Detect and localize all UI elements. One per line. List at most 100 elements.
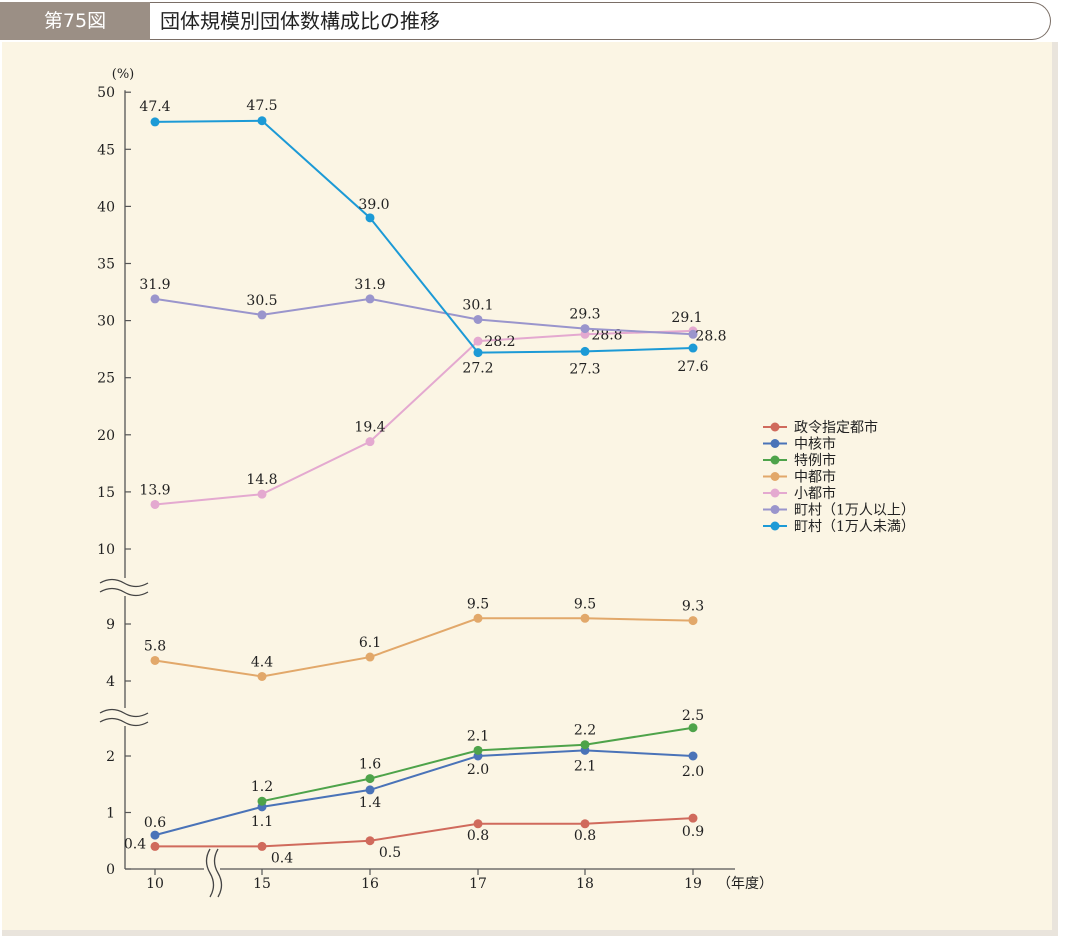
legend-item-label: 町村（1万人未満）	[794, 519, 915, 535]
chart-panel: 0 1 2 4 9 10 15 20 25 30 35 40 45 50 (%) 10 15 16 17 18 19 （年…	[2, 42, 1058, 936]
data-point	[365, 774, 375, 784]
legend-swatch-marker	[770, 439, 780, 448]
legend-swatch-marker	[770, 505, 780, 514]
series-line	[155, 817, 694, 848]
legend-swatch-marker	[770, 521, 780, 531]
figure-header: 第75図 団体規模別団体数構成比の推移	[0, 0, 1071, 42]
data-label: 2.0	[682, 764, 704, 780]
data-label: 9.3	[682, 599, 704, 615]
data-label: 0.9	[682, 824, 704, 840]
data-point	[688, 343, 698, 353]
data-point	[365, 652, 375, 662]
data-point	[580, 819, 590, 829]
data-label: 27.6	[677, 359, 708, 375]
axis-break-upper-gap	[100, 578, 150, 596]
data-point	[365, 785, 375, 795]
data-label: 31.9	[354, 277, 385, 293]
axis-break-upper-wave	[99, 578, 149, 588]
y-tick-label: 25	[97, 371, 115, 387]
data-point	[150, 117, 160, 127]
y-tick-label: 15	[97, 485, 115, 501]
x-tick-label: 19	[684, 876, 702, 892]
data-label: 13.9	[139, 482, 170, 498]
series-line	[154, 119, 694, 354]
data-point	[688, 751, 698, 761]
data-point	[150, 499, 160, 509]
x-tick-label: 10	[146, 876, 164, 892]
x-tick-label: 17	[469, 876, 487, 892]
data-label: 31.9	[139, 277, 170, 293]
x-axis-break-wave	[213, 848, 223, 898]
series-line	[154, 617, 694, 678]
x-axis-break-wave	[205, 848, 215, 898]
y-tick-label: 45	[97, 142, 115, 158]
data-label: 27.3	[569, 361, 600, 377]
series-line	[154, 749, 694, 837]
data-label: 2.5	[682, 708, 704, 724]
legend-swatch-marker	[770, 472, 780, 481]
data-label: 39.0	[358, 197, 389, 213]
data-label: 0.6	[144, 815, 166, 831]
data-point	[473, 819, 483, 829]
data-label: 2.1	[467, 728, 489, 744]
data-label: 5.8	[144, 638, 166, 654]
data-point	[688, 813, 698, 823]
x-tick-label: 15	[253, 876, 271, 892]
legend-item-label: 町村（1万人以上）	[794, 503, 915, 519]
data-point	[580, 346, 590, 356]
data-point	[473, 314, 483, 324]
data-label: 1.6	[359, 757, 381, 773]
y-axis-unit: (%)	[112, 67, 135, 82]
y-tick-label: 2	[106, 749, 115, 765]
y-tick-label: 30	[97, 314, 115, 330]
data-point	[365, 836, 375, 846]
data-label: 29.3	[569, 307, 600, 323]
data-label: 9.5	[574, 596, 596, 612]
legend-item-label: 小都市	[794, 485, 836, 502]
y-tick-label: 20	[97, 428, 115, 444]
x-axis-title: （年度）	[717, 876, 773, 892]
axis-break-lower-wave	[99, 708, 149, 718]
legend-item-label: 政令指定都市	[794, 419, 878, 436]
data-point	[688, 616, 698, 626]
x-axis-break-gap	[204, 849, 220, 897]
x-tick-label: 16	[361, 876, 379, 892]
data-point	[580, 324, 590, 334]
y-tick-label: 4	[106, 674, 115, 690]
data-point	[365, 437, 375, 447]
y-tick-label: 0	[106, 862, 115, 878]
axis-break-lower-wave	[99, 717, 149, 727]
series-line	[154, 329, 694, 506]
data-label: 0.4	[124, 836, 146, 852]
data-point	[365, 294, 375, 304]
data-point	[150, 655, 160, 665]
legend-item-label: 特例市	[794, 452, 836, 469]
data-label: 2.1	[574, 758, 596, 774]
data-label: 4.4	[251, 654, 273, 670]
data-label: 30.5	[246, 293, 277, 309]
line-chart: 0 1 2 4 9 10 15 20 25 30 35 40 45 50 (%) 10 15 16 17 18 19 （年…	[97, 67, 915, 898]
y-tick-label: 35	[97, 257, 115, 273]
axis-break-upper-wave	[99, 587, 149, 597]
figure-number-tag: 第75図	[0, 2, 150, 40]
data-label: 27.2	[462, 361, 493, 377]
legend-swatch-marker	[770, 422, 780, 432]
axis-break-lower-gap	[100, 708, 150, 726]
data-point	[257, 489, 267, 499]
data-label: 1.4	[359, 795, 381, 811]
y-tick-label: 9	[106, 617, 115, 633]
data-point	[473, 745, 483, 755]
x-tick-label: 18	[576, 876, 594, 892]
y-tick-label: 40	[97, 199, 115, 215]
series-line	[154, 297, 694, 336]
data-label: 28.2	[484, 334, 515, 350]
data-label: 28.8	[695, 328, 726, 344]
data-label: 1.1	[251, 814, 273, 830]
data-point	[257, 116, 267, 126]
data-label: 6.1	[359, 635, 381, 651]
data-label: 47.4	[139, 99, 170, 115]
legend-item-label: 中核市	[794, 436, 836, 453]
data-point	[150, 830, 160, 840]
title-frame	[150, 2, 1051, 40]
data-point	[473, 348, 483, 358]
